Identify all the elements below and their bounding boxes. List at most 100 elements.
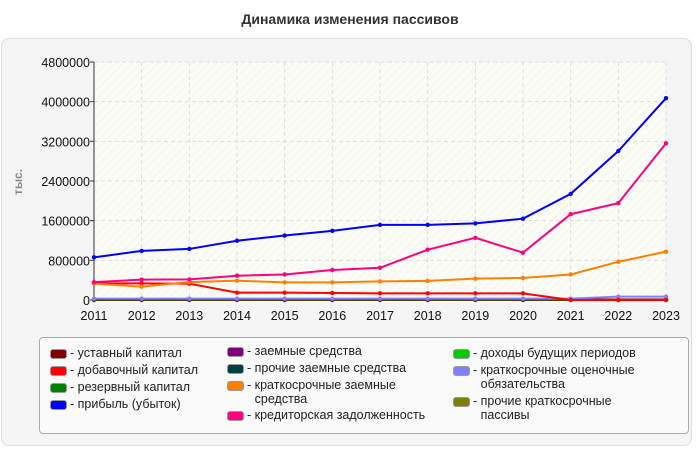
legend-label: резервный капитал <box>77 380 191 394</box>
data-point <box>425 222 430 228</box>
legend-item[interactable]: - кредиторская задолженность <box>227 408 427 422</box>
legend-item[interactable]: - добавочный капитал <box>50 363 250 377</box>
data-point <box>234 238 240 243</box>
data-point <box>282 280 287 285</box>
data-point <box>520 275 526 281</box>
data-point <box>91 296 97 301</box>
x-tick-label: 2023 <box>652 309 680 323</box>
data-point <box>568 297 573 303</box>
legend-label: кредиторская задолженность <box>254 408 426 422</box>
chart-plot: 0 800000 1600000 2400000 3200000 4000000 48000… <box>11 56 680 323</box>
data-point <box>91 279 97 285</box>
data-point <box>377 296 383 301</box>
data-point <box>616 294 621 299</box>
data-point <box>663 297 669 303</box>
x-tick-label: 2018 <box>414 309 442 323</box>
data-point <box>473 296 478 301</box>
x-tick-label: 2016 <box>318 309 346 323</box>
data-point <box>330 296 335 301</box>
data-point <box>282 296 287 301</box>
legend-dash: - <box>70 363 78 377</box>
legend-label: доходы будущих периодов <box>480 346 636 360</box>
legend-swatch <box>50 349 67 359</box>
data-point <box>663 249 669 254</box>
legend-swatch <box>453 349 470 359</box>
x-tick-label: 2012 <box>128 309 156 323</box>
data-point <box>330 228 335 234</box>
data-point <box>330 280 335 285</box>
legend-dash: - <box>247 378 255 392</box>
data-point <box>187 296 192 301</box>
legend-dash: - <box>70 346 78 360</box>
legend-item[interactable]: - уставный капитал <box>50 346 250 360</box>
legend-item[interactable]: - заемные средства <box>227 344 427 358</box>
data-point <box>139 284 144 289</box>
y-tick-label: 0 <box>83 294 90 308</box>
legend-swatch <box>453 397 470 407</box>
data-point <box>425 296 430 301</box>
data-point <box>377 222 383 228</box>
data-point <box>139 277 144 282</box>
data-point <box>377 279 383 284</box>
y-tick-label: 2400000 <box>41 175 90 189</box>
legend-dash: - <box>473 346 481 360</box>
data-point <box>425 278 430 284</box>
y-tick-label: 800000 <box>48 254 90 268</box>
legend-item[interactable]: - доходы будущих периодов <box>453 346 653 360</box>
y-tick-label: 3200000 <box>41 135 90 149</box>
x-tick-label: 2022 <box>604 309 632 323</box>
data-point <box>473 235 478 240</box>
data-point <box>520 296 526 301</box>
legend-item[interactable]: - прибыль (убыток) <box>50 397 250 411</box>
legend-item[interactable]: - прочие краткосрочные пассивы <box>453 394 653 422</box>
legend-label: прочие заемные средства <box>254 361 407 375</box>
legend-item[interactable]: - резервный капитал <box>50 380 250 394</box>
x-tick-label: 2014 <box>223 309 251 323</box>
y-axis-label: тыс. <box>11 169 25 195</box>
legend-item[interactable]: - прочие заемные средства <box>227 361 427 375</box>
data-point <box>139 248 144 254</box>
x-tick-label: 2013 <box>175 309 203 323</box>
legend: - уставный капитал - добавочный капитал - … <box>39 337 689 434</box>
data-point <box>663 95 669 101</box>
data-point <box>377 265 383 270</box>
legend-label: прочие краткосрочные пассивы <box>480 394 612 422</box>
legend-dash: - <box>473 394 481 408</box>
legend-swatch <box>227 381 244 391</box>
legend-item[interactable]: - краткосрочные оценочные обязательства <box>453 363 653 391</box>
x-tick-label: 2019 <box>461 309 489 323</box>
data-point <box>616 259 621 265</box>
data-point <box>234 296 240 301</box>
data-point <box>139 296 144 301</box>
x-tick-label: 2021 <box>557 309 585 323</box>
legend-swatch <box>50 400 67 410</box>
data-point <box>616 297 621 303</box>
legend-item[interactable]: - краткосрочные заемные средства <box>227 378 427 406</box>
data-point <box>473 221 478 226</box>
data-point <box>282 233 287 238</box>
data-point <box>187 277 192 282</box>
y-tick-label: 4800000 <box>41 56 90 70</box>
legend-swatch <box>227 347 244 357</box>
data-point <box>330 267 335 273</box>
legend-dash: - <box>247 408 255 422</box>
data-point <box>616 148 621 154</box>
data-point <box>520 216 526 221</box>
data-point <box>425 247 430 252</box>
data-point <box>520 291 526 296</box>
legend-label: краткосрочные оценочные обязательства <box>480 363 635 391</box>
legend-swatch <box>50 366 67 376</box>
legend-swatch <box>227 364 244 374</box>
data-point <box>663 141 669 146</box>
data-point <box>473 276 478 281</box>
legend-swatch <box>227 411 244 421</box>
data-point <box>568 212 573 217</box>
data-point <box>282 272 287 277</box>
data-point <box>377 291 383 296</box>
legend-label: заемные средства <box>254 344 362 358</box>
data-point <box>616 200 621 206</box>
data-point <box>234 278 240 283</box>
data-point <box>425 291 430 296</box>
legend-dash: - <box>70 397 78 411</box>
data-point <box>139 281 144 286</box>
